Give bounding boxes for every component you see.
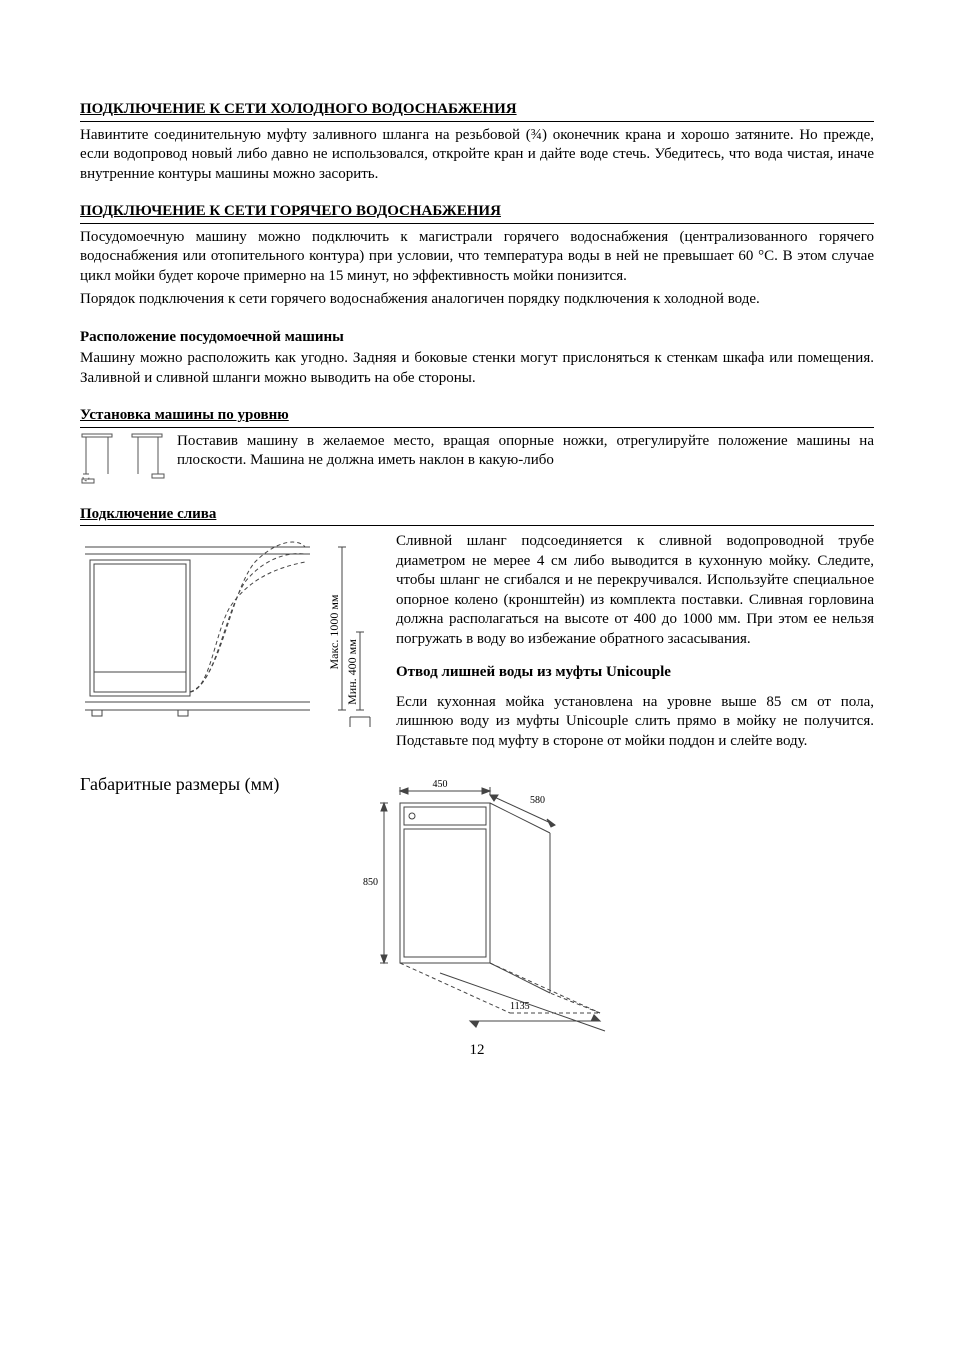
dim-1135: 1135 [510, 1001, 530, 1012]
page-number: 12 [80, 1041, 874, 1061]
heading-hot: ПОДКЛЮЧЕНИЕ К СЕТИ ГОРЯЧЕГО ВОДОСНАБЖЕНИ… [80, 202, 874, 224]
section-cold-water: ПОДКЛЮЧЕНИЕ К СЕТИ ХОЛОДНОГО ВОДОСНАБЖЕН… [80, 100, 874, 184]
section-dimensions: Габаритные размеры (мм) [80, 773, 874, 1033]
heading-cold: ПОДКЛЮЧЕНИЕ К СЕТИ ХОЛОДНОГО ВОДОСНАБЖЕН… [80, 100, 874, 122]
section-drain: Подключение слива [80, 505, 874, 756]
body-hot-2: Порядок подключения к сети горячего водо… [80, 290, 874, 310]
heading-unicouple: Отвод лишней воды из муфты Unicouple [396, 663, 874, 683]
drain-min-label: Мин. 400 мм [345, 639, 359, 705]
heading-position: Расположение посудомоечной машины [80, 328, 874, 348]
dim-580: 580 [530, 795, 545, 806]
body-unicouple: Если кухонная мойка установлена на уровн… [396, 693, 874, 752]
dimensions-diagram: 450 580 850 1135 [340, 773, 640, 1033]
drain-max-label: Макс. 1000 мм [327, 594, 341, 669]
heading-level: Установка машины по уровню [80, 406, 874, 428]
drain-diagram: Макс. 1000 мм Мин. 400 мм [80, 532, 380, 732]
body-cold: Навинтите соединительную муфту заливного… [80, 126, 874, 185]
section-hot-water: ПОДКЛЮЧЕНИЕ К СЕТИ ГОРЯЧЕГО ВОДОСНАБЖЕНИ… [80, 202, 874, 310]
body-level: Поставив машину в желаемое место, вращая… [177, 432, 874, 483]
section-position: Расположение посудомоечной машины Машину… [80, 328, 874, 389]
body-hot-1: Посудомоечную машину можно подключить к … [80, 228, 874, 287]
body-drain: Сливной шланг подсоединяется к сливной в… [396, 532, 874, 649]
heading-dims: Габаритные размеры (мм) [80, 773, 340, 796]
leveling-feet-icon [80, 432, 165, 487]
body-position: Машину можно расположить как угодно. Зад… [80, 349, 874, 388]
dim-850: 850 [363, 877, 378, 888]
section-leveling: Установка машины по уровню Поставив маши… [80, 406, 874, 487]
heading-drain: Подключение слива [80, 505, 874, 527]
dim-450: 450 [433, 779, 448, 790]
